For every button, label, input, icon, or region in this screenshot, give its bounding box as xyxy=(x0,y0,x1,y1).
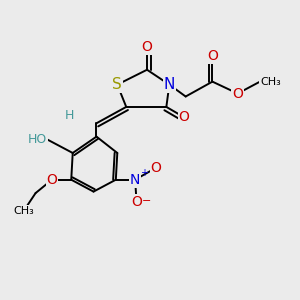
Text: N: N xyxy=(164,77,175,92)
Text: +: + xyxy=(140,168,148,178)
Text: O: O xyxy=(151,161,161,175)
Text: HO: HO xyxy=(28,133,47,146)
Text: O: O xyxy=(232,86,243,100)
Text: O: O xyxy=(207,50,218,63)
Text: O: O xyxy=(46,173,57,187)
Text: O: O xyxy=(131,195,142,209)
Text: S: S xyxy=(112,77,122,92)
Text: CH₃: CH₃ xyxy=(260,76,281,87)
Text: N: N xyxy=(130,173,140,187)
Text: H: H xyxy=(65,109,74,122)
Text: O: O xyxy=(179,110,190,124)
Text: −: − xyxy=(141,196,151,206)
Text: CH₃: CH₃ xyxy=(13,206,34,216)
Text: O: O xyxy=(142,40,152,55)
